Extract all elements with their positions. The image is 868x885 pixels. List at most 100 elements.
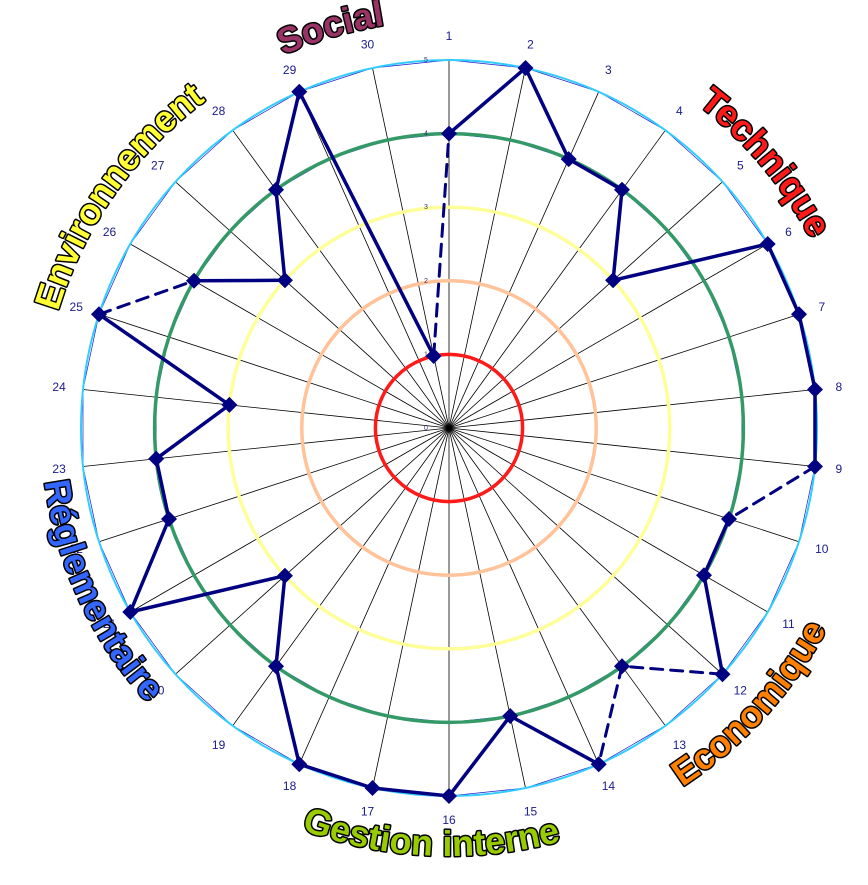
series-segment <box>154 457 171 521</box>
data-point-9 <box>807 458 823 475</box>
data-point-19 <box>268 658 284 675</box>
spoke-3 <box>448 91 600 429</box>
spoke-label-1: 1 <box>446 29 453 43</box>
series-segment <box>128 573 287 614</box>
spoke-24 <box>82 389 450 429</box>
spoke-label-24: 24 <box>52 380 66 394</box>
spoke-label-8: 8 <box>836 380 843 394</box>
ring-tick-label: 0 <box>424 425 428 432</box>
data-point-7 <box>791 306 807 323</box>
spoke-label-23: 23 <box>52 462 66 476</box>
data-point-3 <box>560 151 577 168</box>
data-point-29 <box>291 83 308 100</box>
spoke-23 <box>82 427 450 467</box>
data-point-15 <box>502 708 519 724</box>
data-point-26 <box>186 272 202 289</box>
series-segment <box>274 664 302 766</box>
spoke-25 <box>98 313 450 429</box>
data-point-14 <box>590 756 607 773</box>
spoke-label-29: 29 <box>283 63 297 77</box>
series-segment <box>97 312 232 407</box>
group-label-0: Technique <box>693 79 840 244</box>
series-segment <box>297 90 436 358</box>
rings <box>80 59 818 797</box>
data-series <box>91 60 823 804</box>
series-segment <box>274 573 287 668</box>
series-segment <box>432 132 451 358</box>
series-segment <box>702 517 731 577</box>
series-segment <box>128 517 171 614</box>
spoke-label-3: 3 <box>605 63 612 77</box>
group-label-3: Réglementaire <box>36 476 172 708</box>
spoke-label-25: 25 <box>70 300 84 314</box>
spoke-label-13: 13 <box>673 738 687 752</box>
spoke-27 <box>175 181 450 429</box>
data-point-25 <box>91 306 107 323</box>
series-segment <box>566 157 624 192</box>
series-segment <box>154 403 232 461</box>
spoke-21 <box>130 427 450 613</box>
spoke-14 <box>448 427 600 765</box>
spoke-12 <box>448 427 723 675</box>
series-segment <box>297 762 375 790</box>
series-segment <box>274 90 302 192</box>
spoke-label-20: 20 <box>151 683 165 697</box>
spoke-label-26: 26 <box>103 225 117 239</box>
spoke-label-10: 10 <box>815 542 829 556</box>
spoke-30 <box>372 67 450 429</box>
spoke-2 <box>448 67 526 429</box>
ring-tick-label: 1 <box>424 351 428 358</box>
spoke-label-11: 11 <box>782 617 795 631</box>
data-point-17 <box>364 780 381 796</box>
data-point-18 <box>291 756 308 773</box>
data-point-20 <box>276 567 293 584</box>
series-segment <box>702 573 725 676</box>
group-label-5: Social <box>271 0 386 62</box>
data-point-22 <box>161 511 177 527</box>
series-segment <box>447 66 528 136</box>
spoke-label-7: 7 <box>818 300 825 314</box>
ring-tick-label: 5 <box>424 57 428 64</box>
data-point-23 <box>148 450 165 467</box>
series-segment <box>797 312 817 392</box>
spoke-19 <box>232 427 450 726</box>
series-segment <box>727 465 817 521</box>
series-segment <box>611 242 770 283</box>
spoke-4 <box>448 130 666 429</box>
spoke-17 <box>372 427 450 789</box>
series-segment <box>765 242 801 317</box>
spoke-label-18: 18 <box>283 779 297 793</box>
spoke-5 <box>448 181 723 429</box>
data-point-11 <box>696 567 712 584</box>
data-point-1 <box>441 125 457 142</box>
spoke-22 <box>98 427 450 543</box>
data-point-12 <box>714 666 731 683</box>
data-point-5 <box>605 272 622 289</box>
spoke-label-5: 5 <box>737 159 744 173</box>
ring-3 <box>226 205 672 651</box>
series-segment <box>370 786 451 798</box>
data-point-30 <box>425 348 442 364</box>
series-segment <box>192 278 287 283</box>
spoke-label-14: 14 <box>602 779 616 793</box>
spoke-label-12: 12 <box>734 683 748 697</box>
ring-2 <box>300 279 598 577</box>
ring-1 <box>373 352 525 504</box>
series-segment <box>447 714 512 798</box>
data-point-13 <box>614 658 630 675</box>
spoke-label-21: 21 <box>103 617 117 631</box>
data-point-28 <box>268 181 284 198</box>
spoke-label-22: 22 <box>70 542 84 556</box>
spoke-18 <box>298 427 450 765</box>
spoke-7 <box>448 313 800 429</box>
spoke-9 <box>448 427 816 467</box>
spoke-20 <box>175 427 450 675</box>
spoke-10 <box>448 427 800 543</box>
data-point-27 <box>276 272 293 289</box>
spoke-6 <box>448 243 768 429</box>
series-segment <box>523 66 571 161</box>
ring-ticks: 0 1 2 3 4 5 <box>424 57 428 432</box>
spoke-label-27: 27 <box>151 159 165 173</box>
